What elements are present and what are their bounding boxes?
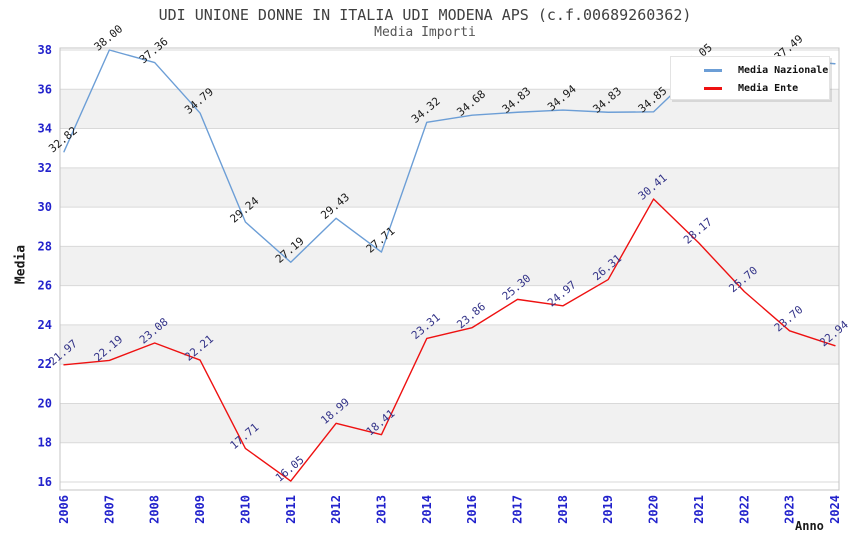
- grid-band: [60, 403, 839, 443]
- y-tick-label: 26: [38, 279, 52, 293]
- x-tick-label: 2019: [601, 495, 615, 524]
- grid-band: [60, 442, 839, 482]
- legend-label: Media Ente: [738, 82, 799, 94]
- grid-band: [60, 207, 839, 247]
- x-tick-label: 2006: [57, 495, 71, 524]
- y-tick-label: 30: [38, 200, 52, 214]
- x-tick-label: 2021: [692, 495, 706, 524]
- grid-band: [60, 324, 839, 365]
- x-tick-label: 2016: [465, 495, 479, 524]
- legend-item-media-ente: Media Ente: [671, 79, 829, 97]
- chart-subtitle: Media Importi: [374, 25, 476, 40]
- grid-band: [60, 246, 839, 286]
- x-tick-label: 2023: [783, 495, 797, 524]
- legend-label: Media Nazionale: [738, 64, 829, 76]
- x-tick-label: 2020: [647, 495, 661, 524]
- legend-line-swatch-red: [704, 86, 722, 90]
- x-tick-label: 2007: [102, 495, 116, 524]
- y-tick-label: 24: [38, 318, 52, 332]
- x-axis-label: Anno: [795, 519, 824, 533]
- grid-band: [60, 364, 839, 404]
- y-tick-label: 32: [38, 161, 52, 175]
- x-tick-label: 2018: [556, 495, 570, 524]
- y-tick-label: 22: [38, 357, 52, 371]
- y-tick-label: 16: [38, 475, 52, 489]
- x-tick-label: 2011: [284, 495, 298, 524]
- plot-border: [59, 47, 840, 491]
- series-line-media-ente: [63, 198, 836, 482]
- grid-band: [60, 167, 839, 208]
- x-tick-label: 2014: [420, 495, 434, 524]
- x-tick-label: 2012: [329, 495, 343, 524]
- x-tick-label: 2008: [148, 495, 162, 524]
- legend-line-swatch-blue: [704, 68, 722, 72]
- y-tick-label: 36: [38, 82, 52, 96]
- x-tick-label: 2022: [737, 495, 751, 524]
- x-tick-label: 2010: [238, 495, 252, 524]
- x-tick-label: 2013: [374, 495, 388, 524]
- legend-box: Media Nazionale Media Ente: [670, 56, 830, 100]
- x-tick-label: 2017: [511, 495, 525, 524]
- y-tick-label: 38: [38, 43, 52, 57]
- grid-band: [60, 128, 839, 168]
- x-tick-label: 2009: [193, 495, 207, 524]
- y-tick-label: 28: [38, 239, 52, 253]
- x-tick-label: 2024: [828, 495, 842, 524]
- y-tick-label: 18: [38, 436, 52, 450]
- y-tick-label: 34: [38, 122, 52, 136]
- y-axis-label: Media: [13, 244, 29, 285]
- y-tick-label: 20: [38, 396, 52, 410]
- grid-band: [60, 285, 839, 325]
- chart-title: UDI UNIONE DONNE IN ITALIA UDI MODENA AP…: [158, 6, 692, 24]
- legend-item-media-nazionale: Media Nazionale: [671, 61, 829, 79]
